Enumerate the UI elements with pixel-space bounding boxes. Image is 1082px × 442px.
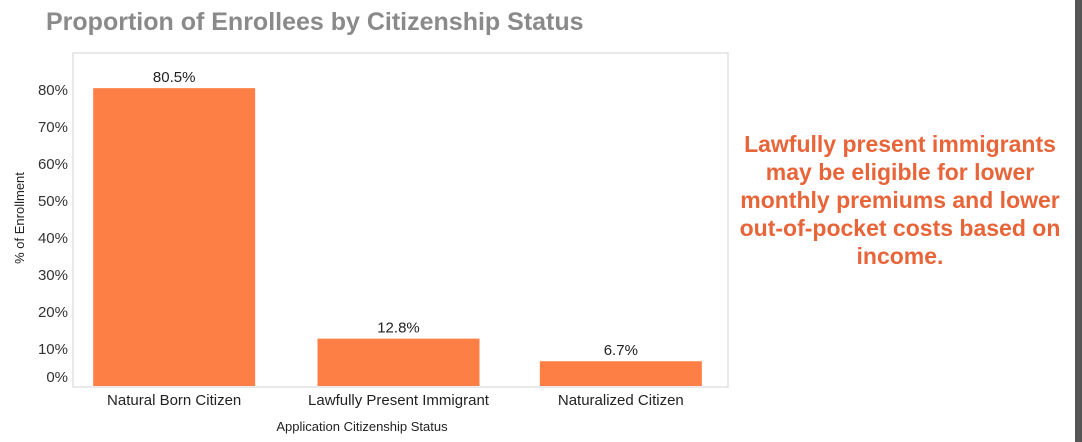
bar-chart: 0% 10% 20% 30% 40% 50% 60% 70% 80% 80.5% Natural B… — [12, 52, 729, 434]
bar — [317, 338, 480, 386]
data-label: 80.5% — [153, 69, 196, 86]
y-tick-label: 0% — [46, 369, 68, 386]
x-tick-label: Naturalized Citizen — [558, 392, 684, 409]
chart-title: Proportion of Enrollees by Citizenship S… — [46, 8, 584, 36]
callout-note: Lawfully present immigrants may be eligi… — [739, 131, 1061, 269]
y-tick-label: 40% — [38, 230, 68, 247]
bar — [539, 361, 702, 386]
plot-frame — [72, 52, 729, 388]
y-tick-label: 50% — [38, 193, 68, 210]
data-label: 12.8% — [377, 320, 420, 337]
y-tick-label: 20% — [38, 304, 68, 321]
y-tick-label: 70% — [38, 119, 68, 136]
window-edge — [1075, 0, 1082, 442]
y-axis-label: % of Enrollment — [12, 172, 27, 264]
y-tick-label: 80% — [38, 82, 68, 99]
y-tick-label: 30% — [38, 267, 68, 284]
bar — [93, 88, 256, 387]
y-tick-label: 60% — [38, 156, 68, 173]
y-tick-label: 10% — [38, 341, 68, 358]
data-label: 6.7% — [604, 342, 638, 359]
x-tick-label: Lawfully Present Immigrant — [308, 392, 490, 409]
x-tick-label: Natural Born Citizen — [107, 392, 241, 409]
x-axis-label: Application Citizenship Status — [276, 419, 448, 434]
